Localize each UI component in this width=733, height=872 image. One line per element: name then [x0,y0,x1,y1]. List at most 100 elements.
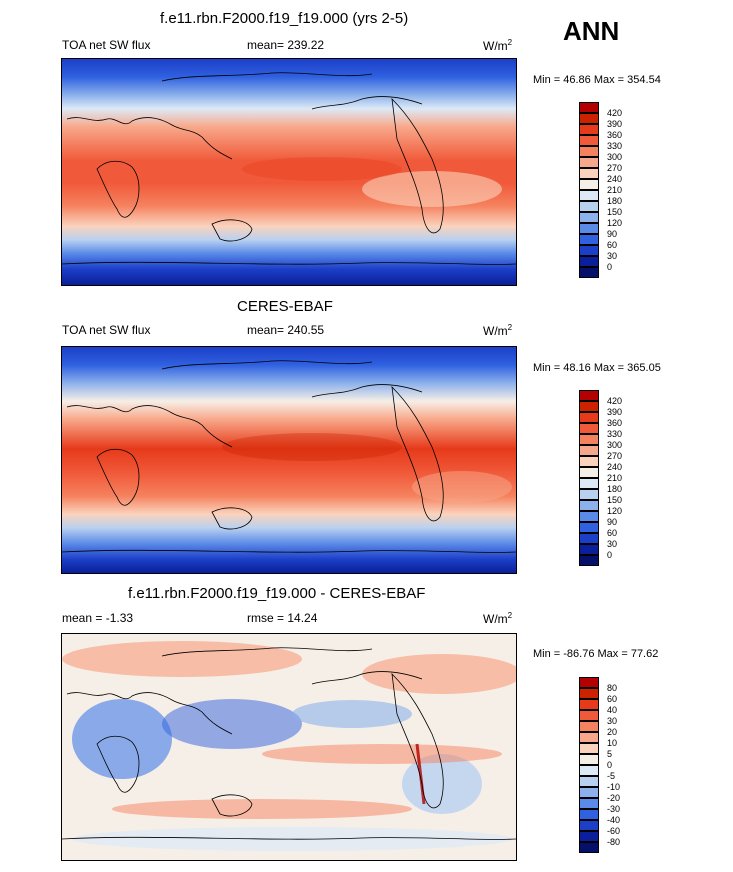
panel3-tick: 10 [607,738,618,748]
panel2-colorbar-seg [579,423,599,434]
panel1-colorbar: 420 390 360 330 300 270 240 210 180 150 … [579,102,622,278]
panel1-tick: 210 [607,185,623,195]
panel2-colorbar-seg [579,533,599,544]
panel2-title: CERES-EBAF [237,298,333,315]
panel3-tick: -10 [607,782,621,792]
panel1-tick: 270 [607,163,623,173]
panel3-colorbar-seg [579,677,599,688]
panel2-minmax: Min = 48.16 Max = 365.05 [533,362,661,374]
panel3-colorbar-seg [579,710,599,721]
panel2-tick: 120 [607,506,623,516]
panel3-colorbar: 80 60 40 30 20 10 5 0 -5 -10 -20 -30 -40… [579,677,620,853]
panel2-colorbar-seg [579,544,599,555]
panel2-coastlines [62,360,516,553]
panel3-center-label: rmse = 14.24 [247,611,318,625]
panel3-tick: 30 [607,716,618,726]
panel3-tick: -5 [607,771,616,781]
panel3-tick: -80 [607,837,621,847]
panel1-colorbar-seg [579,157,599,168]
panel2-map [61,346,517,574]
panel2-colorbar-seg [579,478,599,489]
panel3-left-label: mean = -1.33 [62,611,134,625]
panel1-colorbar-seg [579,135,599,146]
panel3-colorbar-seg [579,831,599,842]
panel1-tick: 300 [607,152,623,162]
panel1-center-label: mean= 239.22 [247,38,325,52]
panel1-tick: 150 [607,207,623,217]
panel3-units: W/m2 [483,611,513,626]
panel1-tick: 330 [607,141,623,151]
panel2-tick: 180 [607,484,623,494]
panel3-tick: 40 [607,705,618,715]
panel2-tick: 240 [607,462,623,472]
panel3-colorbar-seg [579,820,599,831]
panel3-tick: -60 [607,826,621,836]
panel3-tick: 5 [607,749,613,759]
panel2-tick: 30 [607,539,618,549]
panel3-colorbar-seg [579,787,599,798]
panel1-tick: 360 [607,130,623,140]
panel1-tick: 420 [607,108,623,118]
panel2-colorbar-seg [579,522,599,533]
panel1-colorbar-seg [579,245,599,256]
panel2-colorbar-seg [579,412,599,423]
panel3-colorbar-seg [579,743,599,754]
panel3-tick: -20 [607,793,621,803]
panel1-colorbar-seg [579,201,599,212]
panel2-map-svg [62,347,516,573]
panel1-tick: 390 [607,119,623,129]
panel2-colorbar-seg [579,511,599,522]
panel2-tick: 90 [607,517,618,527]
panel3-minmax: Min = -86.76 Max = 77.62 [533,648,659,660]
panel2-tick: 150 [607,495,623,505]
panel2-colorbar-seg [579,467,599,478]
panel2-colorbar-seg [579,456,599,467]
panel2-tick: 390 [607,407,623,417]
panel2-tick: 0 [607,550,613,560]
panel2-colorbar-seg [579,489,599,500]
panel2-tick: 300 [607,440,623,450]
panel2-left-label: TOA net SW flux [62,323,151,337]
panel3-colorbar-seg [579,699,599,710]
panel1-coastlines [62,72,516,265]
panel1-colorbar-seg [579,234,599,245]
panel1-tick: 0 [607,262,613,272]
panel3-colorbar-seg [579,754,599,765]
panel3-colorbar-seg [579,798,599,809]
panel3-tick: -30 [607,804,621,814]
panel1-tick: 60 [607,240,618,250]
panel1-colorbar-seg [579,168,599,179]
panel3-colorbar-seg [579,809,599,820]
panel2-colorbar-seg [579,500,599,511]
panel1-tick: 240 [607,174,623,184]
panel1-units: W/m2 [483,38,513,53]
panel1-colorbar-seg [579,179,599,190]
panel1-colorbar-seg [579,212,599,223]
panel3-map [61,633,517,861]
panel3-colorbar-seg [579,688,599,699]
panel1-map-svg [62,59,516,285]
panel3-colorbar-seg [579,765,599,776]
panel1-colorbar-seg [579,124,599,135]
panel1-colorbar-seg [579,113,599,124]
panel1-colorbar-seg [579,190,599,201]
panel3-colorbar-seg [579,721,599,732]
panel1-tick: 120 [607,218,623,228]
panel3-coastlines [62,647,516,840]
panel1-colorbar-seg [579,146,599,157]
panel1-left-label: TOA net SW flux [62,38,151,52]
panel2-units: W/m2 [483,323,513,338]
panel1-map [61,58,517,286]
panel2-tick: 330 [607,429,623,439]
panel3-tick: 60 [607,694,618,704]
panel2-colorbar-seg [579,434,599,445]
panel3-tick: -40 [607,815,621,825]
panel3-title: f.e11.rbn.F2000.f19_f19.000 - CERES-EBAF [128,585,426,602]
panel1-colorbar-seg [579,223,599,234]
panel2-tick: 420 [607,396,623,406]
panel2-tick: 360 [607,418,623,428]
panel2-colorbar: 420 390 360 330 300 270 240 210 180 150 … [579,390,622,566]
panel1-minmax: Min = 46.86 Max = 354.54 [533,74,661,86]
panel3-map-svg [62,634,516,860]
panel1-tick: 90 [607,229,618,239]
